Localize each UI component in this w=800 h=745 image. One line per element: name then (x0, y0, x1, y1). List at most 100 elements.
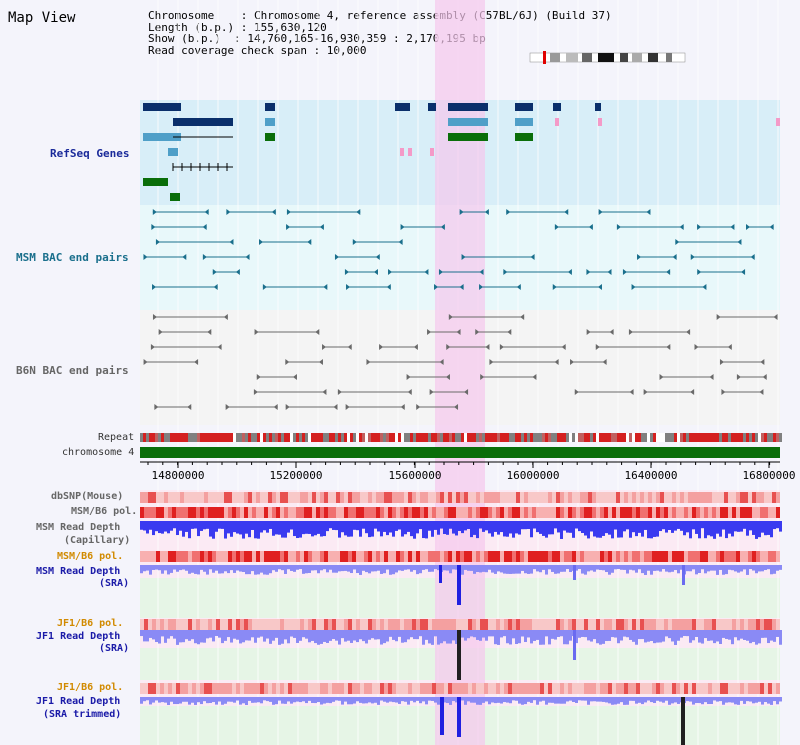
jf1-trim-label-1[interactable]: JF1 Read Depth (36, 696, 121, 707)
msm-cap-depth-bar (533, 521, 536, 529)
jf1-pol2-cell (652, 683, 656, 694)
jf1-pol2-cell (348, 683, 352, 694)
gene-feature-minor (598, 118, 602, 126)
msm-pol-label[interactable]: MSM/B6 pol. (71, 506, 138, 517)
msm-cap-depth-bar (152, 521, 155, 536)
repeat-track[interactable] (140, 433, 782, 442)
jf1-sra-depth-bar (650, 630, 653, 642)
msm-sra-depth-bar (188, 565, 191, 574)
repeat-segment (167, 433, 170, 442)
msm-pol-cell (352, 507, 356, 518)
jf1-pol-cell (656, 619, 660, 630)
repeat-segment (416, 433, 419, 442)
jf1-pol2-cell (628, 683, 632, 694)
msm-pol-cell (268, 507, 272, 518)
jf1-pol2-label[interactable]: JF1/B6 pol. (57, 682, 124, 693)
msm-cap-depth-bar (389, 521, 392, 533)
msm-sra-depth-bar (524, 565, 527, 574)
jf1-pol2-cell (660, 683, 664, 694)
jf1-sra-depth-bar (533, 630, 536, 641)
jf1-pol-cell (584, 619, 588, 630)
jf1-sra-depth-bar (380, 630, 383, 645)
jf1-trim-depth-bar (515, 697, 518, 701)
msm-sra-depth-bar (605, 565, 608, 573)
jf1-pol-cell (236, 619, 240, 630)
msm-pol2-cell (564, 551, 568, 562)
jf1-trim-depth-bar (650, 697, 653, 703)
msm-pol2-cell (700, 551, 704, 562)
repeat-segment (422, 433, 425, 442)
refseq-genes-track[interactable] (143, 103, 780, 201)
jf1-trim-depth-bar (350, 697, 353, 705)
msm-pol-cell (704, 507, 708, 518)
dbsnp-cell (720, 492, 724, 503)
dbsnp-cell (776, 492, 780, 503)
dbsnp-cell (440, 492, 444, 503)
b6n-bac-end (292, 374, 297, 380)
msm-sra-depth-bar (677, 565, 680, 574)
jf1-trim-depth-bar (665, 697, 668, 701)
repeat-segment (269, 433, 272, 442)
repeat-segment (200, 433, 203, 442)
msm-pol-cell (596, 507, 600, 518)
jf1-pol2-cell (396, 683, 400, 694)
msm-pol-cell (188, 507, 192, 518)
msm-cap-depth-bar (149, 521, 152, 530)
jf1-pol-cell (172, 619, 176, 630)
msm-cap-depth-bar (737, 521, 740, 532)
jf1-pol-cell (708, 619, 712, 630)
b6n-bac-end (400, 404, 405, 410)
dbsnp-cell (580, 492, 584, 503)
jf1-trim-depth-bar (653, 697, 656, 704)
msm-pol-cell (448, 507, 452, 518)
msm-pol2-cell (668, 551, 672, 562)
dbsnp-cell (520, 492, 524, 503)
msm-sra-depth-bar (452, 565, 455, 570)
polymorphism-heat-tracks[interactable] (140, 492, 780, 694)
msm-bac-track[interactable] (143, 209, 774, 290)
repeat-segment (569, 433, 572, 442)
jf1-sra-depth-bar (509, 630, 512, 645)
msm-pol2-cell (408, 551, 412, 562)
gene-feature (265, 103, 275, 111)
dbsnp-cell (328, 492, 332, 503)
jf1-pol2-cell (364, 683, 368, 694)
refseq-label[interactable]: RefSeq Genes (50, 147, 130, 160)
chromosome-ideogram[interactable] (529, 51, 686, 64)
jf1-sra-depth-bar (497, 630, 500, 645)
msm-pol2-cell (648, 551, 652, 562)
jf1-trim-depth-bar-spike (457, 697, 461, 737)
jf1-pol-label[interactable]: JF1/B6 pol. (57, 618, 124, 629)
msm-bac-label[interactable]: MSM BAC end pairs (16, 251, 129, 264)
msm-sra-depth-bar (182, 565, 185, 570)
jf1-pol-cell (712, 619, 716, 630)
repeat-segment (434, 433, 437, 442)
dbsnp-cell (732, 492, 736, 503)
dbsnp-cell (188, 492, 192, 503)
jf1-sra-depth-bar-spike (457, 630, 461, 680)
jf1-pol2-cell (420, 683, 424, 694)
msm-sra-depth-bar (155, 565, 158, 570)
b6n-bac-track[interactable] (143, 314, 778, 410)
repeat-segment (389, 433, 392, 442)
jf1-trim-depth-bar (245, 697, 248, 705)
b6n-bac-end (366, 359, 371, 365)
jf1-pol2-cell (392, 683, 396, 694)
read-depth-tracks[interactable] (140, 521, 782, 745)
dbsnp-cell (264, 492, 268, 503)
jf1-depth-label-1[interactable]: JF1 Read Depth (36, 631, 121, 642)
dbsnp-cell (700, 492, 704, 503)
b6n-bac-label[interactable]: B6N BAC end pairs (16, 364, 129, 377)
msm-pol-cell (212, 507, 216, 518)
msm-depth-sra-label-1[interactable]: MSM Read Depth (36, 566, 121, 577)
msm-pol2-cell (688, 551, 692, 562)
msm-pol2-label[interactable]: MSM/B6 pol. (57, 551, 124, 562)
jf1-sra-depth-bar (224, 630, 227, 641)
msm-depth-capillary-label-1[interactable]: MSM Read Depth (36, 522, 121, 533)
repeat-segment (185, 433, 188, 442)
dbsnp-label[interactable]: dbSNP(Mouse) (51, 491, 124, 502)
jf1-pol2-cell (308, 683, 312, 694)
repeat-segment (275, 433, 278, 442)
jf1-trim-depth-bar (254, 697, 257, 703)
